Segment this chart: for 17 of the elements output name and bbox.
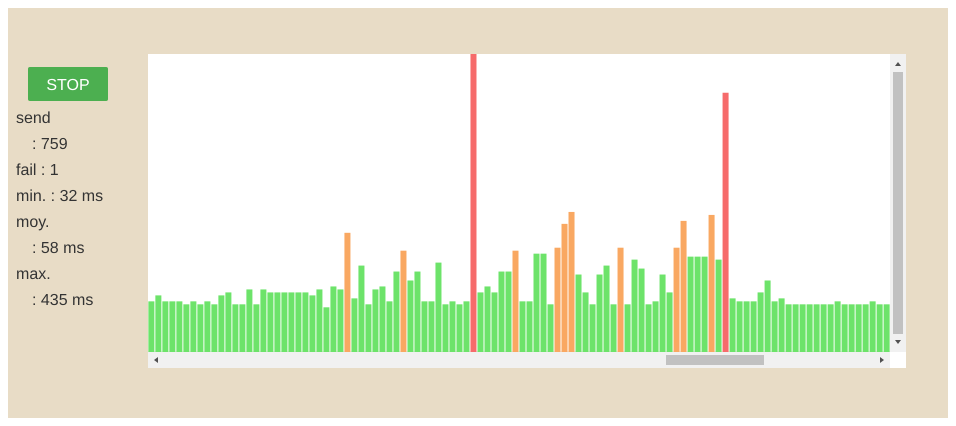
- bar: [618, 248, 624, 352]
- text: fail : 1: [16, 162, 59, 179]
- text: send: [16, 110, 51, 127]
- text: : 58 ms: [32, 240, 84, 257]
- text: max.: [16, 266, 51, 283]
- bar: [722, 92, 729, 352]
- bar: [716, 260, 722, 352]
- text: : 435 ms: [32, 292, 94, 309]
- bar: [344, 232, 350, 352]
- bar: [512, 250, 519, 352]
- bar: [708, 214, 715, 352]
- text: min. : 32 ms: [16, 188, 104, 205]
- text: STOP: [46, 77, 90, 94]
- bar: [470, 54, 476, 352]
- text: : 759: [32, 136, 68, 153]
- text: moy.: [16, 214, 50, 231]
- bar: [400, 250, 406, 352]
